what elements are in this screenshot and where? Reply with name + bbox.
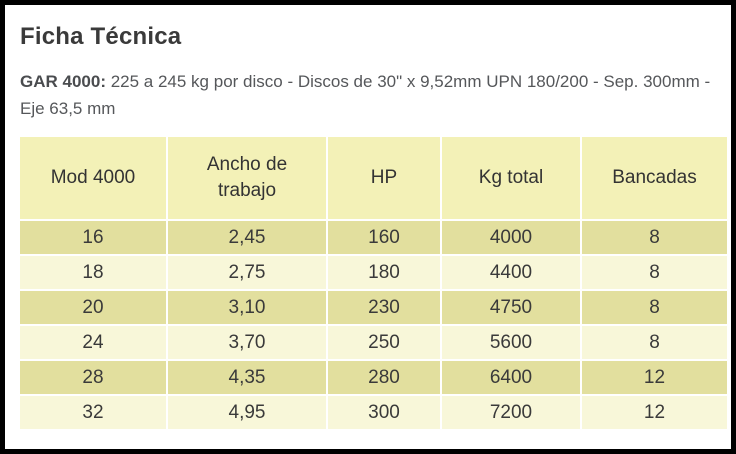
cell-bancadas: 8 <box>582 221 727 254</box>
cell-mod: 32 <box>20 396 166 429</box>
cell-kg: 6400 <box>442 361 580 394</box>
table-row: 18 2,75 180 4400 8 <box>20 256 727 289</box>
product-specs-text: 225 a 245 kg por disco - Discos de 30" x… <box>20 72 711 118</box>
cell-ancho: 2,75 <box>168 256 326 289</box>
cell-ancho: 3,10 <box>168 291 326 324</box>
cell-mod: 28 <box>20 361 166 394</box>
table-row: 20 3,10 230 4750 8 <box>20 291 727 324</box>
cell-mod: 24 <box>20 326 166 359</box>
cell-ancho: 3,70 <box>168 326 326 359</box>
cell-mod: 18 <box>20 256 166 289</box>
cell-bancadas: 12 <box>582 361 727 394</box>
cell-kg: 4750 <box>442 291 580 324</box>
page-title: Ficha Técnica <box>20 23 182 50</box>
table-row: 16 2,45 160 4000 8 <box>20 221 727 254</box>
spec-table: Mod 4000 Ancho de trabajo HP Kg total Ba… <box>18 135 729 431</box>
cell-mod: 20 <box>20 291 166 324</box>
product-name-label: GAR 4000: <box>20 72 106 91</box>
table-row: 24 3,70 250 5600 8 <box>20 326 727 359</box>
col-header-hp: HP <box>328 137 440 219</box>
table-header-row: Mod 4000 Ancho de trabajo HP Kg total Ba… <box>20 137 727 219</box>
cell-hp: 250 <box>328 326 440 359</box>
cell-kg: 4000 <box>442 221 580 254</box>
cell-hp: 300 <box>328 396 440 429</box>
product-description: GAR 4000: 225 a 245 kg por disco - Disco… <box>20 68 720 122</box>
col-header-ancho: Ancho de trabajo <box>168 137 326 219</box>
cell-bancadas: 12 <box>582 396 727 429</box>
cell-ancho: 2,45 <box>168 221 326 254</box>
table-row: 32 4,95 300 7200 12 <box>20 396 727 429</box>
cell-kg: 7200 <box>442 396 580 429</box>
cell-hp: 180 <box>328 256 440 289</box>
table-row: 28 4,35 280 6400 12 <box>20 361 727 394</box>
cell-bancadas: 8 <box>582 256 727 289</box>
cell-mod: 16 <box>20 221 166 254</box>
cell-hp: 230 <box>328 291 440 324</box>
cell-hp: 280 <box>328 361 440 394</box>
cell-kg: 4400 <box>442 256 580 289</box>
col-header-bancadas: Bancadas <box>582 137 727 219</box>
col-header-kg: Kg total <box>442 137 580 219</box>
col-header-mod: Mod 4000 <box>20 137 166 219</box>
cell-bancadas: 8 <box>582 291 727 324</box>
cell-ancho: 4,35 <box>168 361 326 394</box>
cell-hp: 160 <box>328 221 440 254</box>
cell-kg: 5600 <box>442 326 580 359</box>
cell-ancho: 4,95 <box>168 396 326 429</box>
cell-bancadas: 8 <box>582 326 727 359</box>
